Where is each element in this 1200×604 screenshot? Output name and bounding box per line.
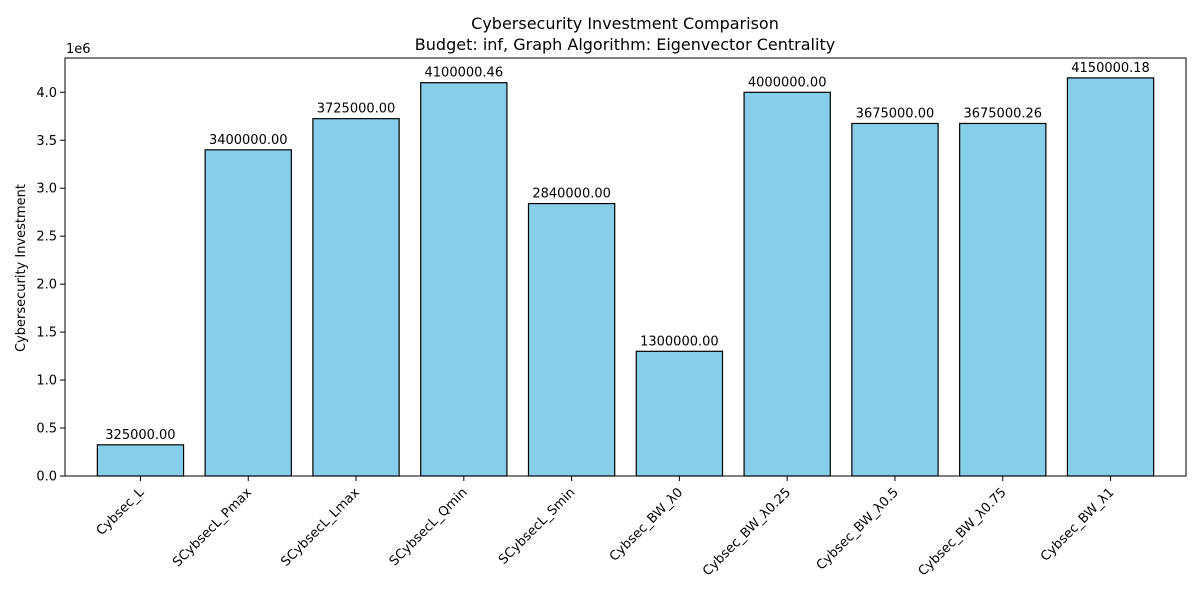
bar	[635, 350, 724, 477]
bar-value-label: 2840000.00	[532, 187, 611, 202]
y-tick-label: 0.5	[36, 422, 57, 437]
chart-subtitle: Budget: inf, Graph Algorithm: Eigenvecto…	[415, 35, 835, 54]
bar-value-label: 1300000.00	[640, 334, 719, 349]
bar-value-label: 3725000.00	[317, 102, 396, 117]
y-tick-label: 2.5	[36, 230, 57, 245]
x-tick-label: Cybsec_BW_λ0.25	[700, 485, 794, 579]
bar	[204, 149, 292, 477]
bar	[312, 118, 400, 477]
bar-value-label: 325000.00	[105, 428, 175, 443]
x-tick-label: SCybsecL_Pmax	[170, 485, 255, 570]
bar	[959, 122, 1047, 477]
x-tick-label: Cybsec_BW_λ0.5	[814, 485, 902, 573]
y-tick-label: 0.0	[36, 470, 57, 485]
x-tick-label: Cybsec_L	[94, 485, 148, 539]
y-tick-label: 4.0	[36, 86, 57, 101]
y-tick-label: 3.0	[36, 182, 57, 197]
y-tick-label: 1.0	[36, 374, 57, 389]
axes-frame	[64, 57, 1187, 477]
bar-value-label: 3675000.00	[856, 106, 935, 121]
bar-value-label: 4100000.46	[425, 66, 504, 81]
bar	[420, 82, 508, 477]
x-tick-label: SCybsecL_Qmin	[387, 485, 471, 569]
x-tick-label: SCybsecL_Lmax	[278, 485, 363, 570]
x-tick-label: SCybsecL_Smin	[496, 485, 579, 568]
y-tick-label: 1.5	[36, 326, 57, 341]
bar-value-label: 3400000.00	[209, 133, 288, 148]
bar	[527, 202, 616, 477]
bar	[1066, 77, 1155, 477]
bar	[851, 122, 939, 477]
x-tick-label: Cybsec_BW_λ0.75	[916, 485, 1010, 579]
y-tick-label: 3.5	[36, 134, 57, 149]
y-axis-label: Cybersecurity Investment	[14, 184, 29, 352]
chart-title: Cybersecurity Investment Comparison	[471, 14, 779, 33]
plot-area: 325000.00 3400000.00 3725000.00 4100000.46 2…	[36, 57, 1187, 579]
bar-value-label: 4000000.00	[748, 75, 827, 90]
y-tick-label: 2.0	[36, 278, 57, 293]
bar	[96, 444, 185, 477]
x-tick-label: Cybsec_BW_λ1	[1038, 485, 1117, 564]
bar	[743, 91, 831, 477]
y-axis-offset-label: 1e6	[66, 42, 91, 57]
x-tick-label: Cybsec_BW_λ0	[607, 485, 686, 564]
bar-value-label: 4150000.18	[1071, 61, 1150, 76]
bar-value-label: 3675000.26	[963, 106, 1042, 121]
